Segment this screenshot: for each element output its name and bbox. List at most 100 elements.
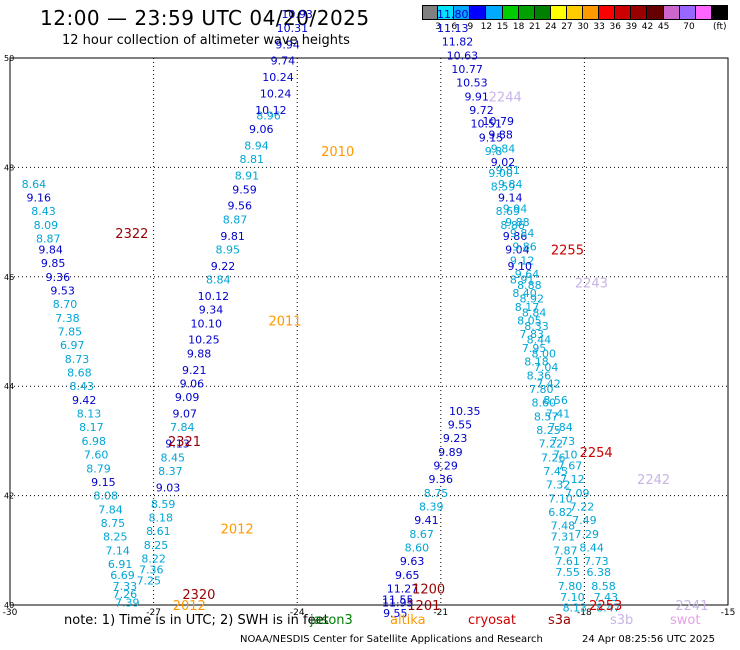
wave-height-label: 7.33 [113, 580, 138, 593]
colorbar-swatch [454, 5, 471, 20]
wave-height-label: 9.14 [498, 191, 523, 204]
wave-height-label: 11.80 [437, 8, 469, 21]
wave-height-label: 9.81 [220, 230, 245, 243]
wave-height-label: 8.40 [512, 287, 537, 300]
wave-height-label: 7.45 [543, 465, 568, 478]
colorbar-swatch [695, 5, 712, 20]
wave-height-label: 8.33 [524, 320, 549, 333]
wave-height-label: 8.88 [517, 279, 542, 292]
track-time-label: 2011 [268, 315, 301, 330]
colorbar-frame [422, 5, 728, 20]
wave-height-label: 8.75 [101, 517, 126, 530]
x-tick-label: -15 [721, 608, 736, 618]
wave-height-label: 9.36 [46, 271, 71, 284]
wave-height-label: 9.06 [180, 377, 205, 390]
wave-height-label: 9.41 [414, 514, 439, 527]
wave-height-label: 10.10 [191, 317, 223, 330]
wave-height-label: 10.79 [482, 115, 514, 128]
wave-height-label: 7.26 [541, 451, 566, 464]
colorbar-label: 42 [641, 22, 654, 32]
colorbar-swatch [438, 5, 455, 20]
wave-height-label: 9.03 [156, 481, 181, 494]
wave-height-label: 7.87 [553, 544, 578, 557]
colorbar-swatch [615, 5, 632, 20]
wave-height-label: 6.91 [108, 558, 133, 571]
wave-height-label: 6.98 [82, 435, 107, 448]
wave-height-label: 10.63 [447, 49, 479, 62]
wave-height-label: 8.86 [500, 219, 525, 232]
track-time-label: 2255 [551, 243, 584, 258]
colorbar-label: 30 [577, 22, 589, 32]
wave-height-label: 7.39 [115, 596, 140, 609]
mission-altika: altika [390, 613, 426, 628]
wave-height-label: 7.10 [553, 449, 578, 462]
wave-height-label: 7.80 [529, 383, 554, 396]
wave-height-label: 7.09 [565, 487, 590, 500]
wave-height-label: 9.15 [91, 476, 116, 489]
wave-height-label: 8.17 [79, 421, 104, 434]
wave-height-label: 9.00 [488, 167, 513, 180]
wave-height-label: 8.08 [93, 490, 118, 503]
colorbar-swatch [583, 5, 600, 20]
colorbar-label: 3 [435, 22, 441, 32]
wave-height-label: 9.56 [228, 200, 253, 213]
wave-height-label: 6.38 [587, 566, 612, 579]
wave-height-label: 8.59 [491, 181, 516, 194]
wave-height-label: 8.92 [519, 293, 544, 306]
wave-height-label: 7.22 [570, 501, 595, 514]
wave-height-label: 9.55 [383, 607, 408, 620]
plot-frame [9, 57, 729, 606]
track-time-label: 1201 [407, 599, 440, 614]
wave-height-label: 8.75 [424, 487, 449, 500]
wave-height-label: 8.68 [67, 367, 92, 380]
y-tick-label: 46 [4, 273, 14, 282]
wave-height-label: 6.97 [60, 339, 85, 352]
wave-height-label: 9.42 [72, 394, 97, 407]
mission-s3a: s3a [548, 613, 572, 628]
wave-height-label: 6.82 [548, 506, 573, 519]
track-time-label: 2242 [637, 473, 670, 488]
wave-height-label: 7.14 [105, 544, 130, 557]
wave-height-label: 9.88 [187, 347, 212, 360]
track-time-label: 1200 [412, 583, 445, 598]
wave-height-label: 9.29 [433, 460, 458, 473]
wave-height-label: 10.31 [277, 22, 309, 35]
wave-height-label: 8.05 [517, 315, 542, 328]
wave-height-label: 7.12 [560, 473, 585, 486]
colorbar-swatch [422, 5, 439, 20]
wave-height-label: 10.77 [451, 63, 483, 76]
wave-height-label: 9.72 [469, 104, 494, 117]
x-tick-label: -30 [3, 608, 18, 618]
wave-height-label: 8.59 [151, 498, 176, 511]
colorbar-swatch [518, 5, 535, 20]
wave-height-label: 7.22 [539, 438, 564, 451]
wave-height-label: 8.37 [158, 465, 183, 478]
wave-height-label: 7.29 [575, 528, 600, 541]
wave-height-label: 8.70 [53, 298, 78, 311]
wave-height-label: 8.67 [409, 528, 434, 541]
wave-height-label: 8.17 [515, 301, 540, 314]
footer-note: note: 1) Time is in UTC; 2) SWH is in fe… [64, 613, 329, 628]
mission-cryosat: cryosat [468, 613, 516, 628]
wave-height-label: 8.13 [563, 602, 588, 615]
wave-height-label: 8.36 [527, 369, 552, 382]
colorbar-label: 70 [683, 22, 695, 32]
wave-height-label: 7.04 [534, 361, 559, 374]
colorbar-swatch [486, 5, 503, 20]
wave-height-label: 7.55 [555, 566, 580, 579]
wave-height-label: 7.32 [546, 479, 571, 492]
wave-height-label: 8.79 [86, 462, 111, 475]
wave-height-label: 11.13 [437, 22, 469, 35]
wave-height-label: 8.44 [579, 542, 604, 555]
wave-height-label: 10.93 [281, 8, 313, 21]
wave-height-label: 9.02 [491, 156, 516, 169]
wave-height-label: 10.24 [260, 88, 292, 101]
wave-height-label: 9.84 [491, 142, 516, 155]
footer-credit: NOAA/NESDIS Center for Satellite Applica… [240, 634, 543, 645]
wave-height-label: 7.42 [536, 377, 561, 390]
wave-height-label: 9.34 [199, 304, 224, 317]
wave-height-label: 8.60 [405, 542, 430, 555]
wave-height-label: 11.95 [382, 596, 414, 609]
wave-height-label: 8.44 [527, 334, 552, 347]
